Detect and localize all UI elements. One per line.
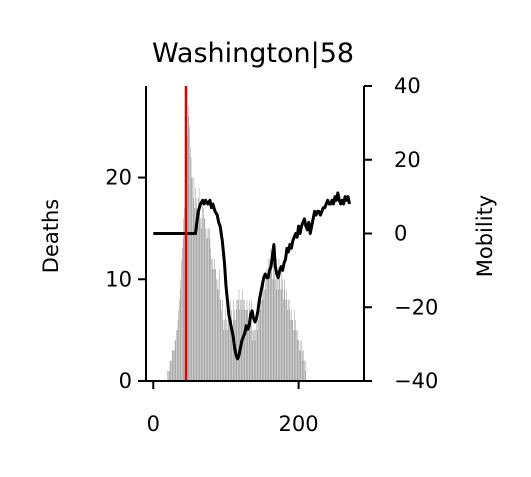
y-tick-label-right: −40 xyxy=(394,369,438,393)
y-axis-label-right: Mobility xyxy=(473,195,497,277)
bars-layer xyxy=(168,106,306,381)
y-tick-label-left: 20 xyxy=(105,166,132,190)
y-tick-label-left: 10 xyxy=(105,267,132,291)
y-tick-label-right: 20 xyxy=(394,148,421,172)
y-tick-label-left: 0 xyxy=(119,369,132,393)
y-axis-label-left: Deaths xyxy=(39,199,63,273)
x-tick-label: 200 xyxy=(279,412,319,436)
y-tick-label-right: −20 xyxy=(394,295,438,319)
x-tick-label: 0 xyxy=(147,412,160,436)
y-tick-label-right: 40 xyxy=(394,74,421,98)
chart-title: Washington|58 xyxy=(152,38,354,69)
y-tick-label-right: 0 xyxy=(394,222,407,246)
